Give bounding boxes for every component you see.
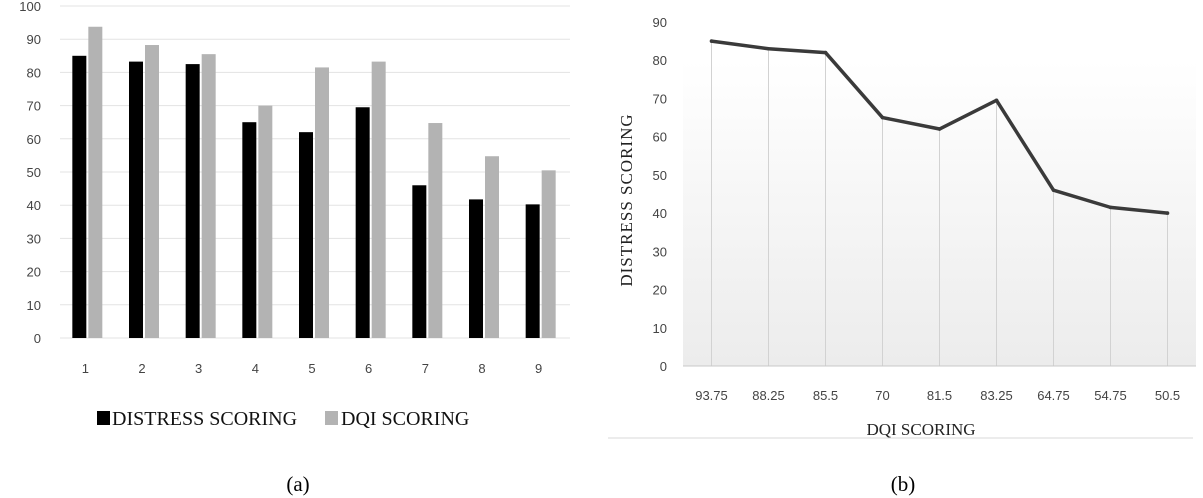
distress-bar — [299, 132, 313, 338]
dqi-bar — [541, 170, 556, 338]
b-x-tick-label: 88.25 — [752, 388, 785, 403]
b-data-point — [1051, 188, 1056, 192]
b-data-point — [1165, 211, 1170, 215]
b-y-tick-label: 60 — [653, 130, 667, 145]
b-y-tick-labels: 0 10 20 30 40 50 60 70 80 90 — [653, 15, 667, 374]
b-y-tick-label: 80 — [653, 53, 667, 68]
a-bars — [72, 26, 556, 339]
distress-bar — [185, 64, 200, 338]
dqi-bar — [315, 67, 329, 339]
a-y-tick-label: 40 — [27, 198, 41, 213]
b-x-tick-label: 70 — [875, 388, 889, 403]
a-x-tick-label: 2 — [138, 361, 145, 376]
a-y-tick-label: 100 — [19, 0, 41, 14]
b-x-tick-label: 93.75 — [695, 388, 728, 403]
b-x-tick-labels: 93.75 88.25 85.5 70 81.5 83.25 64.75 54.75 50.5 — [695, 388, 1180, 403]
caption-b: (b) — [891, 472, 916, 496]
a-y-tick-label: 0 — [34, 331, 41, 346]
dqi-bar — [371, 61, 386, 339]
b-data-point — [709, 39, 714, 43]
b-x-tick-label: 81.5 — [927, 388, 952, 403]
b-y-tick-label: 90 — [653, 15, 667, 30]
b-x-tick-label: 54.75 — [1094, 388, 1127, 403]
b-y-tick-label: 0 — [660, 359, 667, 374]
dqi-bar — [201, 54, 216, 338]
a-y-tick-label: 10 — [27, 298, 41, 313]
a-y-tick-label: 50 — [27, 165, 41, 180]
b-data-point — [823, 50, 828, 55]
a-y-tick-label: 80 — [27, 65, 41, 80]
distress-bar — [525, 204, 540, 338]
b-points — [709, 39, 1170, 215]
dqi-bar — [145, 45, 159, 338]
a-x-tick-label: 4 — [252, 361, 259, 376]
legend-swatch-distress — [97, 411, 110, 425]
a-x-tick-label: 5 — [308, 361, 315, 376]
a-y-tick-label: 60 — [27, 132, 41, 147]
b-x-axis-title: DQI SCORING — [866, 420, 975, 439]
caption-a: (a) — [286, 472, 309, 496]
a-y-tick-label: 90 — [27, 32, 41, 47]
a-y-tick-label: 30 — [27, 231, 41, 246]
dqi-bar — [258, 105, 273, 338]
a-legend: DISTRESS SCORING DQI SCORING — [97, 408, 469, 430]
distress-bar — [412, 185, 427, 338]
line-chart-b: 0 10 20 30 40 50 60 70 80 90 93.75 88.25 85.5 70 81.5… — [608, 15, 1196, 496]
legend-label-distress: DISTRESS SCORING — [112, 408, 297, 430]
b-y-tick-label: 50 — [653, 168, 667, 183]
b-data-point — [937, 127, 942, 131]
a-x-tick-label: 6 — [365, 361, 372, 376]
b-data-point — [1108, 205, 1113, 210]
legend-label-dqi: DQI SCORING — [341, 408, 469, 430]
b-y-tick-label: 30 — [653, 244, 667, 259]
b-data-point — [766, 46, 771, 51]
b-y-axis-title: DISTRESS SCORING — [617, 113, 636, 286]
a-y-tick-label: 70 — [27, 99, 41, 114]
distress-bar — [355, 107, 370, 338]
a-x-tick-labels: 1 2 3 4 5 6 7 8 9 — [82, 361, 543, 376]
distress-bar — [242, 122, 257, 338]
a-x-tick-label: 7 — [422, 361, 429, 376]
distress-bar — [72, 55, 87, 339]
b-y-tick-label: 70 — [653, 91, 667, 106]
a-x-tick-label: 9 — [535, 361, 542, 376]
a-x-tick-label: 3 — [195, 361, 202, 376]
b-x-tick-label: 50.5 — [1155, 388, 1180, 403]
bar-chart-a: 0 10 20 30 40 50 60 70 80 90 100 1 2 3 4 5 6 7 8 9 DISTRES… — [19, 0, 570, 496]
a-y-tick-labels: 0 10 20 30 40 50 60 70 80 90 100 — [19, 0, 41, 346]
a-x-tick-label: 8 — [478, 361, 485, 376]
a-x-tick-label: 1 — [82, 361, 89, 376]
dqi-bar — [88, 26, 103, 338]
dqi-bar — [485, 156, 499, 338]
b-data-point — [880, 115, 885, 120]
distress-bar — [129, 61, 143, 339]
b-x-tick-label: 64.75 — [1037, 388, 1070, 403]
b-x-tick-label: 83.25 — [980, 388, 1013, 403]
b-data-point — [994, 98, 999, 103]
a-y-tick-label: 20 — [27, 265, 41, 280]
b-drop-lines — [711, 41, 1168, 366]
b-x-tick-label: 85.5 — [813, 388, 838, 403]
distress-bar — [469, 199, 483, 338]
b-y-tick-label: 40 — [653, 206, 667, 221]
dqi-bar — [428, 123, 443, 338]
legend-swatch-dqi — [325, 411, 338, 425]
b-y-tick-label: 20 — [653, 283, 667, 298]
b-y-tick-label: 10 — [653, 321, 667, 336]
